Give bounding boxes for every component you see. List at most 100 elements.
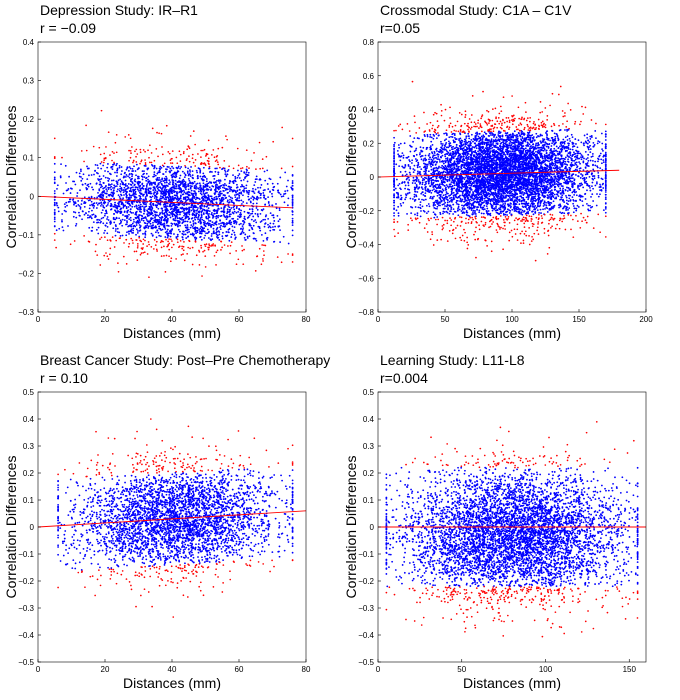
data-point xyxy=(259,186,262,189)
data-point xyxy=(211,185,214,187)
data-point xyxy=(566,186,568,189)
data-point xyxy=(262,192,265,194)
data-point xyxy=(120,166,123,168)
data-point xyxy=(174,182,177,185)
data-point xyxy=(107,180,110,182)
data-point xyxy=(201,218,204,221)
data-point-outlier xyxy=(100,236,103,239)
data-point-outlier xyxy=(161,146,163,148)
data-point xyxy=(203,196,206,199)
data-point xyxy=(283,193,285,195)
data-point xyxy=(277,225,280,228)
data-point xyxy=(168,179,171,182)
data-point xyxy=(225,231,228,233)
data-point xyxy=(199,235,202,238)
data-point xyxy=(173,203,176,206)
data-point xyxy=(72,200,75,203)
data-point xyxy=(194,218,197,221)
data-point-outlier xyxy=(539,101,542,103)
y-tick-label: 0.3 xyxy=(23,77,35,86)
data-point xyxy=(181,170,184,173)
data-point-outlier xyxy=(136,259,139,261)
data-point xyxy=(596,193,598,195)
data-point xyxy=(156,219,159,221)
data-point-outlier xyxy=(140,160,142,163)
data-point xyxy=(156,176,159,179)
data-point xyxy=(427,203,430,205)
data-point xyxy=(169,167,172,170)
data-point xyxy=(282,235,285,238)
data-point xyxy=(243,189,245,192)
data-point xyxy=(285,185,288,188)
data-point xyxy=(521,213,524,216)
data-point xyxy=(136,188,139,191)
data-point xyxy=(89,199,91,202)
data-point xyxy=(393,201,395,204)
data-point xyxy=(233,226,236,229)
data-point-outlier xyxy=(129,149,132,152)
data-point xyxy=(104,192,107,195)
data-point xyxy=(571,148,574,151)
data-point xyxy=(88,174,90,177)
data-point xyxy=(121,201,124,204)
data-point xyxy=(216,167,218,170)
data-point-outlier xyxy=(128,242,131,245)
data-point xyxy=(205,222,208,225)
data-point xyxy=(96,218,98,221)
data-point xyxy=(237,215,240,218)
data-point xyxy=(217,171,220,174)
data-point-outlier xyxy=(192,130,195,132)
data-point xyxy=(200,214,203,217)
data-point-outlier xyxy=(168,238,170,240)
data-point-outlier xyxy=(208,244,211,247)
data-point xyxy=(164,205,167,208)
data-point-outlier xyxy=(207,157,210,160)
data-point xyxy=(445,138,448,141)
data-point xyxy=(248,229,251,232)
y-tick-label: 0.4 xyxy=(23,38,35,47)
data-point xyxy=(564,160,567,163)
data-point xyxy=(64,206,67,208)
data-point xyxy=(247,195,250,198)
data-point xyxy=(171,195,174,198)
data-point xyxy=(173,185,176,187)
data-point xyxy=(126,166,129,169)
data-point-outlier xyxy=(109,239,111,241)
data-point xyxy=(116,167,119,170)
data-point-outlier xyxy=(500,226,502,229)
data-point xyxy=(185,188,187,191)
data-point xyxy=(233,189,235,192)
data-point xyxy=(120,173,123,176)
data-point-outlier xyxy=(160,246,163,249)
data-point xyxy=(206,182,209,185)
data-point xyxy=(187,185,190,188)
data-point xyxy=(193,216,196,219)
data-point xyxy=(97,167,99,169)
data-point xyxy=(229,219,232,222)
data-point-outlier xyxy=(516,218,519,221)
data-point xyxy=(470,171,473,174)
data-point xyxy=(195,187,197,190)
data-point xyxy=(238,213,241,216)
data-point xyxy=(215,212,218,215)
data-point xyxy=(233,210,236,213)
data-point xyxy=(236,176,239,179)
data-point-outlier xyxy=(518,124,520,127)
data-point xyxy=(135,224,138,226)
data-point xyxy=(248,214,251,217)
data-point xyxy=(128,166,131,168)
data-point xyxy=(259,196,262,199)
data-point xyxy=(189,169,191,172)
data-point xyxy=(184,224,187,227)
data-point xyxy=(163,222,166,225)
data-point-outlier xyxy=(393,129,395,132)
data-point xyxy=(215,209,217,212)
data-point xyxy=(142,201,145,204)
data-point xyxy=(182,178,185,181)
data-point xyxy=(291,221,294,224)
data-point xyxy=(116,227,119,230)
data-point xyxy=(105,188,108,191)
data-point xyxy=(199,184,202,187)
data-point-outlier xyxy=(507,116,510,119)
data-point xyxy=(233,231,236,234)
